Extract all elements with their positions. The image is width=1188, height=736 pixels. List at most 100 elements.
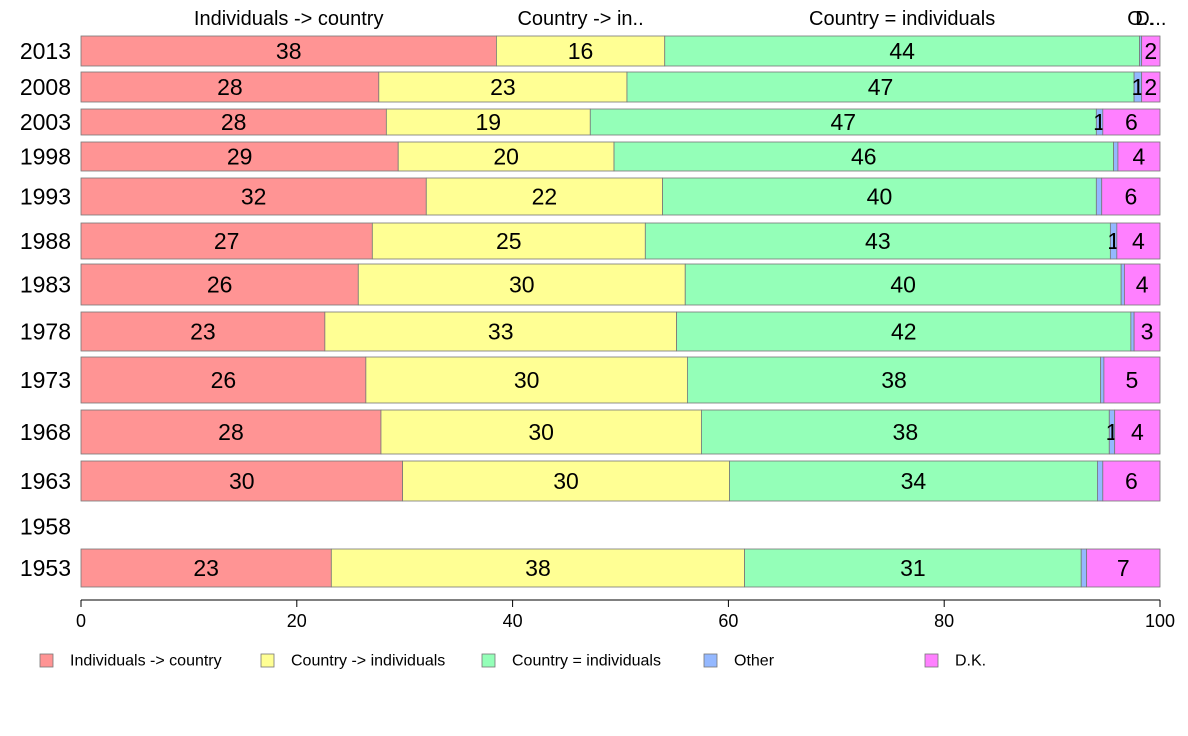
year-label-2003: 2003 [20,109,71,135]
bar-label-2013-1: 16 [568,38,594,64]
bar-segment-1978-0 [80,311,326,352]
bar-label-1973-2: 38 [881,367,907,393]
legend: Individuals -> country Country -> individ… [39,653,986,670]
bar-segment-1973-1 [365,356,688,404]
bar-label-1993-0: 32 [241,184,267,210]
year-label-1973: 1973 [20,367,71,393]
bar-segment-1953-3 [1080,548,1088,588]
x-tick-label-3: 60 [718,611,738,631]
bar-segment-2003-1 [385,108,591,136]
legend-swatch-1 [260,653,275,668]
column-header-0: Individuals -> country [194,8,384,30]
bar-label-1978-4: 3 [1141,319,1154,345]
bar-segment-1953-4 [1086,548,1161,588]
bar-label-2008-2: 47 [868,74,894,100]
bars: 38 16 44 228 23 47 1 228 19 47 1 629 20 46 432 22 40 627 2… [80,35,1161,588]
bar-label-1953-2: 31 [900,555,926,581]
bar-label-2013-4: 2 [1144,38,1157,64]
bar-label-2003-2: 47 [831,109,857,135]
bar-label-2008-1: 23 [490,74,516,100]
bar-segment-1983-3 [1120,263,1125,306]
bar-label-1978-0: 23 [190,319,216,345]
bar-segment-1983-1 [357,263,686,306]
column-header-4: D... [1135,8,1166,30]
bar-label-1963-1: 30 [553,468,579,494]
bar-label-2013-2: 44 [889,38,915,64]
column-header-2: Country = individuals [809,8,995,30]
bar-segment-1968-2 [701,409,1110,455]
bar-label-1973-0: 26 [211,367,237,393]
bar-segment-1998-1 [397,141,615,172]
bar-label-1998-1: 20 [493,144,519,170]
bar-segment-1998-2 [613,141,1115,172]
bar-segment-2008-2 [626,71,1135,103]
x-tick-label-1: 20 [287,611,307,631]
bar-label-2003-1: 19 [476,109,502,135]
legend-label-0: Individuals -> country [70,653,222,670]
year-labels: 2013 2008 2003 1998 1993 1988 1983 1978 1973 1968… [20,38,71,581]
bar-segment-1953-0 [80,548,332,588]
bar-segment-2003-0 [80,108,387,136]
year-label-2008: 2008 [20,74,71,100]
bar-label-1983-0: 26 [207,272,233,298]
year-label-1968: 1968 [20,419,71,445]
bar-label-1953-1: 38 [525,555,551,581]
column-header-1: Country -> in.. [517,8,643,30]
bar-label-1953-4: 7 [1117,555,1130,581]
legend-label-2: Country = individuals [512,653,661,670]
bar-label-2008-3: 1 [1131,74,1144,100]
year-label-1978: 1978 [20,319,71,345]
legend-label-4: D.K. [955,653,986,670]
year-label-1963: 1963 [20,468,71,494]
column-header-labels: Individuals -> country Country -> in.. Cou… [194,8,1166,30]
year-label-1953: 1953 [20,555,71,581]
year-label-1988: 1988 [20,228,71,254]
bar-segment-2003-2 [589,108,1097,136]
legend-swatch-3 [703,653,718,668]
bar-segment-1993-0 [80,177,427,216]
bar-segment-1988-2 [644,222,1111,260]
bar-label-1988-1: 25 [496,228,522,254]
bar-segment-1993-1 [425,177,663,216]
bar-label-1963-4: 6 [1125,468,1138,494]
bar-segment-2008-4 [1141,71,1161,103]
year-label-1958: 1958 [20,514,71,540]
bar-label-1953-0: 23 [193,555,219,581]
legend-swatch-2 [481,653,496,668]
bar-label-2008-4: 2 [1144,74,1157,100]
legend-swatch-0 [39,653,54,668]
bar-segment-1963-1 [402,460,730,502]
x-tick-label-0: 0 [76,611,86,631]
bar-label-1988-4: 4 [1132,228,1145,254]
legend-label-1: Country -> individuals [291,653,445,670]
bar-segment-1968-1 [380,409,702,455]
bar-label-1983-4: 4 [1136,272,1149,298]
bar-label-1998-0: 29 [227,144,253,170]
bar-segment-1978-2 [676,311,1132,352]
year-label-1993: 1993 [20,184,71,210]
bar-segment-1973-3 [1100,356,1105,404]
bar-label-1963-0: 30 [229,468,255,494]
bar-segment-1998-3 [1113,141,1119,172]
bar-segment-1988-0 [80,222,373,260]
bar-label-1968-1: 30 [528,419,554,445]
bar-label-1968-2: 38 [893,419,919,445]
bar-label-1968-0: 28 [218,419,244,445]
bar-segment-1993-3 [1095,177,1103,216]
bar-label-1968-4: 4 [1131,419,1144,445]
bar-segment-2008-1 [378,71,628,103]
bar-segment-1973-0 [80,356,367,404]
x-tick-label-5: 100 [1145,611,1175,631]
bar-label-1983-2: 40 [890,272,916,298]
bar-segment-1988-4 [1116,222,1161,260]
bar-segment-1953-1 [330,548,745,588]
bar-label-1998-4: 4 [1133,144,1146,170]
x-axis: 0 20 40 60 80 100 [76,599,1175,631]
bar-label-1973-1: 30 [514,367,540,393]
bar-segment-2013-4 [1141,35,1161,67]
bar-segment-1968-4 [1114,409,1161,455]
bar-label-1993-4: 6 [1124,184,1137,210]
bar-segment-1998-4 [1117,141,1161,172]
x-tick-label-2: 40 [503,611,523,631]
